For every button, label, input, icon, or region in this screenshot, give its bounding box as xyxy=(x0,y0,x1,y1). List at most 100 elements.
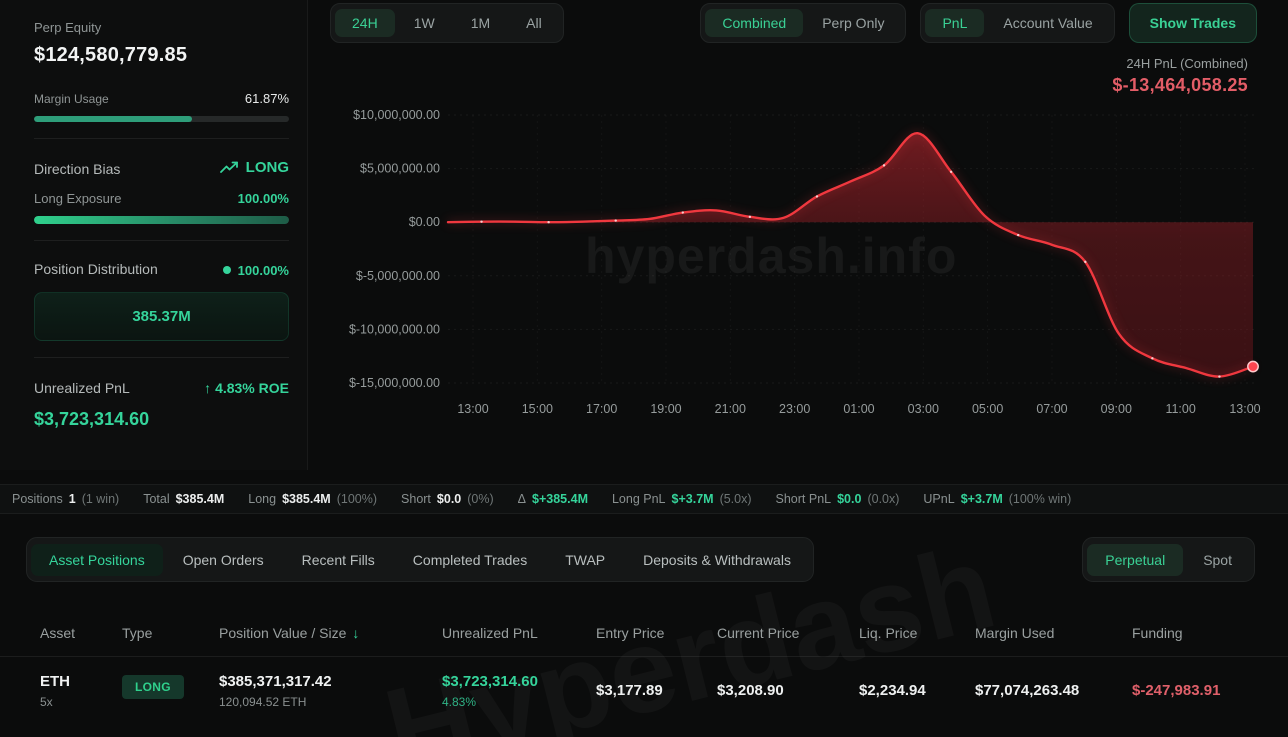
metric-toggle-group: PnL Account Value xyxy=(920,3,1114,43)
tab-deposits-withdrawals[interactable]: Deposits & Withdrawals xyxy=(625,544,809,576)
time-range-group: 24H 1W 1M All xyxy=(330,3,564,43)
cell-asset: ETH 5x xyxy=(40,673,122,709)
svg-text:23:00: 23:00 xyxy=(779,402,810,416)
scope-toggle-group: Combined Perp Only xyxy=(700,3,906,43)
time-range-all-button[interactable]: All xyxy=(509,9,559,37)
svg-text:19:00: 19:00 xyxy=(650,402,681,416)
summary-long: Long $385.4M (100%) xyxy=(248,492,377,506)
svg-text:$0.00: $0.00 xyxy=(409,215,440,229)
unrealized-pnl-label: Unrealized PnL xyxy=(34,380,130,396)
summary-short-pnl: Short PnL $0.0 (0.0x) xyxy=(776,492,900,506)
svg-text:01:00: 01:00 xyxy=(843,402,874,416)
position-distribution-label: Position Distribution xyxy=(34,261,158,277)
cell-position-value: $385,371,317.42 120,094.52 ETH xyxy=(219,673,442,709)
svg-text:$-10,000,000.00: $-10,000,000.00 xyxy=(349,322,440,336)
summary-short: Short $0.0 (0%) xyxy=(401,492,494,506)
header-current-price[interactable]: Current Price xyxy=(717,625,859,641)
svg-text:$-15,000,000.00: $-15,000,000.00 xyxy=(349,376,440,390)
time-range-24h-button[interactable]: 24H xyxy=(335,9,395,37)
long-badge: LONG xyxy=(122,675,184,699)
tab-completed-trades[interactable]: Completed Trades xyxy=(395,544,545,576)
divider xyxy=(34,357,289,358)
long-dot-icon xyxy=(223,266,231,274)
header-asset[interactable]: Asset xyxy=(40,625,122,641)
positions-summary-bar: Positions 1 (1 win) Total $385.4M Long $… xyxy=(0,484,1288,514)
long-exposure-label: Long Exposure xyxy=(34,191,121,206)
market-spot-button[interactable]: Spot xyxy=(1185,544,1250,576)
margin-usage-bar-fill xyxy=(34,116,192,122)
positions-table: Asset Type Position Value / Size↓ Unreal… xyxy=(0,610,1288,709)
svg-text:17:00: 17:00 xyxy=(586,402,617,416)
time-range-1m-button[interactable]: 1M xyxy=(454,9,507,37)
cell-funding: $-247,983.91 xyxy=(1132,682,1268,699)
position-distribution-size: 385.37M xyxy=(132,308,190,325)
section-tabs: Asset Positions Open Orders Recent Fills… xyxy=(26,537,814,582)
divider xyxy=(34,240,289,241)
scope-combined-button[interactable]: Combined xyxy=(705,9,803,37)
market-perpetual-button[interactable]: Perpetual xyxy=(1087,544,1183,576)
svg-text:03:00: 03:00 xyxy=(908,402,939,416)
tab-twap[interactable]: TWAP xyxy=(547,544,623,576)
time-range-1w-button[interactable]: 1W xyxy=(397,9,452,37)
sort-desc-icon: ↓ xyxy=(352,625,359,641)
svg-text:$10,000,000.00: $10,000,000.00 xyxy=(353,108,440,122)
svg-text:05:00: 05:00 xyxy=(972,402,1003,416)
table-row[interactable]: ETH 5x LONG $385,371,317.42 120,094.52 E… xyxy=(0,657,1288,709)
scope-perp-only-button[interactable]: Perp Only xyxy=(805,9,901,37)
long-exposure-bar xyxy=(34,216,289,224)
direction-bias-value: LONG xyxy=(220,159,289,176)
cell-type: LONG xyxy=(122,673,219,699)
summary-total: Total $385.4M xyxy=(143,492,224,506)
svg-text:$5,000,000.00: $5,000,000.00 xyxy=(360,162,440,176)
margin-usage-bar xyxy=(34,116,289,122)
svg-text:09:00: 09:00 xyxy=(1101,402,1132,416)
svg-text:07:00: 07:00 xyxy=(1036,402,1067,416)
perp-equity-value: $124,580,779.85 xyxy=(34,44,289,67)
long-exposure-bar-fill xyxy=(34,216,289,224)
header-liq-price[interactable]: Liq. Price xyxy=(859,625,975,641)
show-trades-button[interactable]: Show Trades xyxy=(1129,3,1257,43)
table-header-row: Asset Type Position Value / Size↓ Unreal… xyxy=(0,610,1288,657)
tab-recent-fills[interactable]: Recent Fills xyxy=(284,544,393,576)
direction-bias-label: Direction Bias xyxy=(34,161,120,177)
pnl-chart: $10,000,000.00$5,000,000.00$0.00$-5,000,… xyxy=(340,95,1288,435)
margin-usage-label: Margin Usage xyxy=(34,92,109,106)
position-distribution-pct: 100.00% xyxy=(223,263,289,278)
header-entry-price[interactable]: Entry Price xyxy=(596,625,717,641)
arrow-up-icon: ↑ xyxy=(204,380,211,396)
summary-positions: Positions 1 (1 win) xyxy=(12,492,119,506)
cell-entry-price: $3,177.89 xyxy=(596,682,717,699)
header-funding[interactable]: Funding xyxy=(1132,625,1268,641)
metric-account-value-button[interactable]: Account Value xyxy=(986,9,1109,37)
tab-open-orders[interactable]: Open Orders xyxy=(165,544,282,576)
cell-liq-price: $2,234.94 xyxy=(859,682,975,699)
market-toggle: Perpetual Spot xyxy=(1082,537,1255,582)
position-distribution-box[interactable]: 385.37M xyxy=(34,292,289,341)
cell-unrealized-pnl: $3,723,314.60 4.83% xyxy=(442,673,596,709)
header-unrealized-pnl[interactable]: Unrealized PnL xyxy=(442,625,596,641)
tab-asset-positions[interactable]: Asset Positions xyxy=(31,544,163,576)
pnl-header-value: $-13,464,058.25 xyxy=(1112,75,1248,96)
metric-pnl-button[interactable]: PnL xyxy=(925,9,984,37)
hyperdash-dashboard: Perp Equity $124,580,779.85 Margin Usage… xyxy=(0,0,1288,737)
pnl-header: 24H PnL (Combined) $-13,464,058.25 xyxy=(1112,56,1248,96)
header-position-value[interactable]: Position Value / Size↓ xyxy=(219,625,442,641)
margin-usage-value: 61.87% xyxy=(245,91,289,106)
unrealized-pnl-value: $3,723,314.60 xyxy=(34,409,289,430)
cell-margin-used: $77,074,263.48 xyxy=(975,682,1132,699)
header-type[interactable]: Type xyxy=(122,625,219,641)
divider xyxy=(34,138,289,139)
trending-up-icon xyxy=(220,161,239,174)
cell-current-price: $3,208.90 xyxy=(717,682,859,699)
svg-text:21:00: 21:00 xyxy=(715,402,746,416)
perp-equity-label: Perp Equity xyxy=(34,20,289,35)
leverage-value: 5x xyxy=(40,695,122,709)
svg-text:13:00: 13:00 xyxy=(1229,402,1260,416)
summary-delta: Δ $+385.4M xyxy=(518,492,588,506)
summary-upnl: UPnL $+3.7M (100% win) xyxy=(923,492,1071,506)
long-exposure-value: 100.00% xyxy=(238,191,289,206)
pnl-header-label: 24H PnL (Combined) xyxy=(1112,56,1248,71)
svg-text:13:00: 13:00 xyxy=(457,402,488,416)
svg-text:15:00: 15:00 xyxy=(522,402,553,416)
header-margin-used[interactable]: Margin Used xyxy=(975,625,1132,641)
